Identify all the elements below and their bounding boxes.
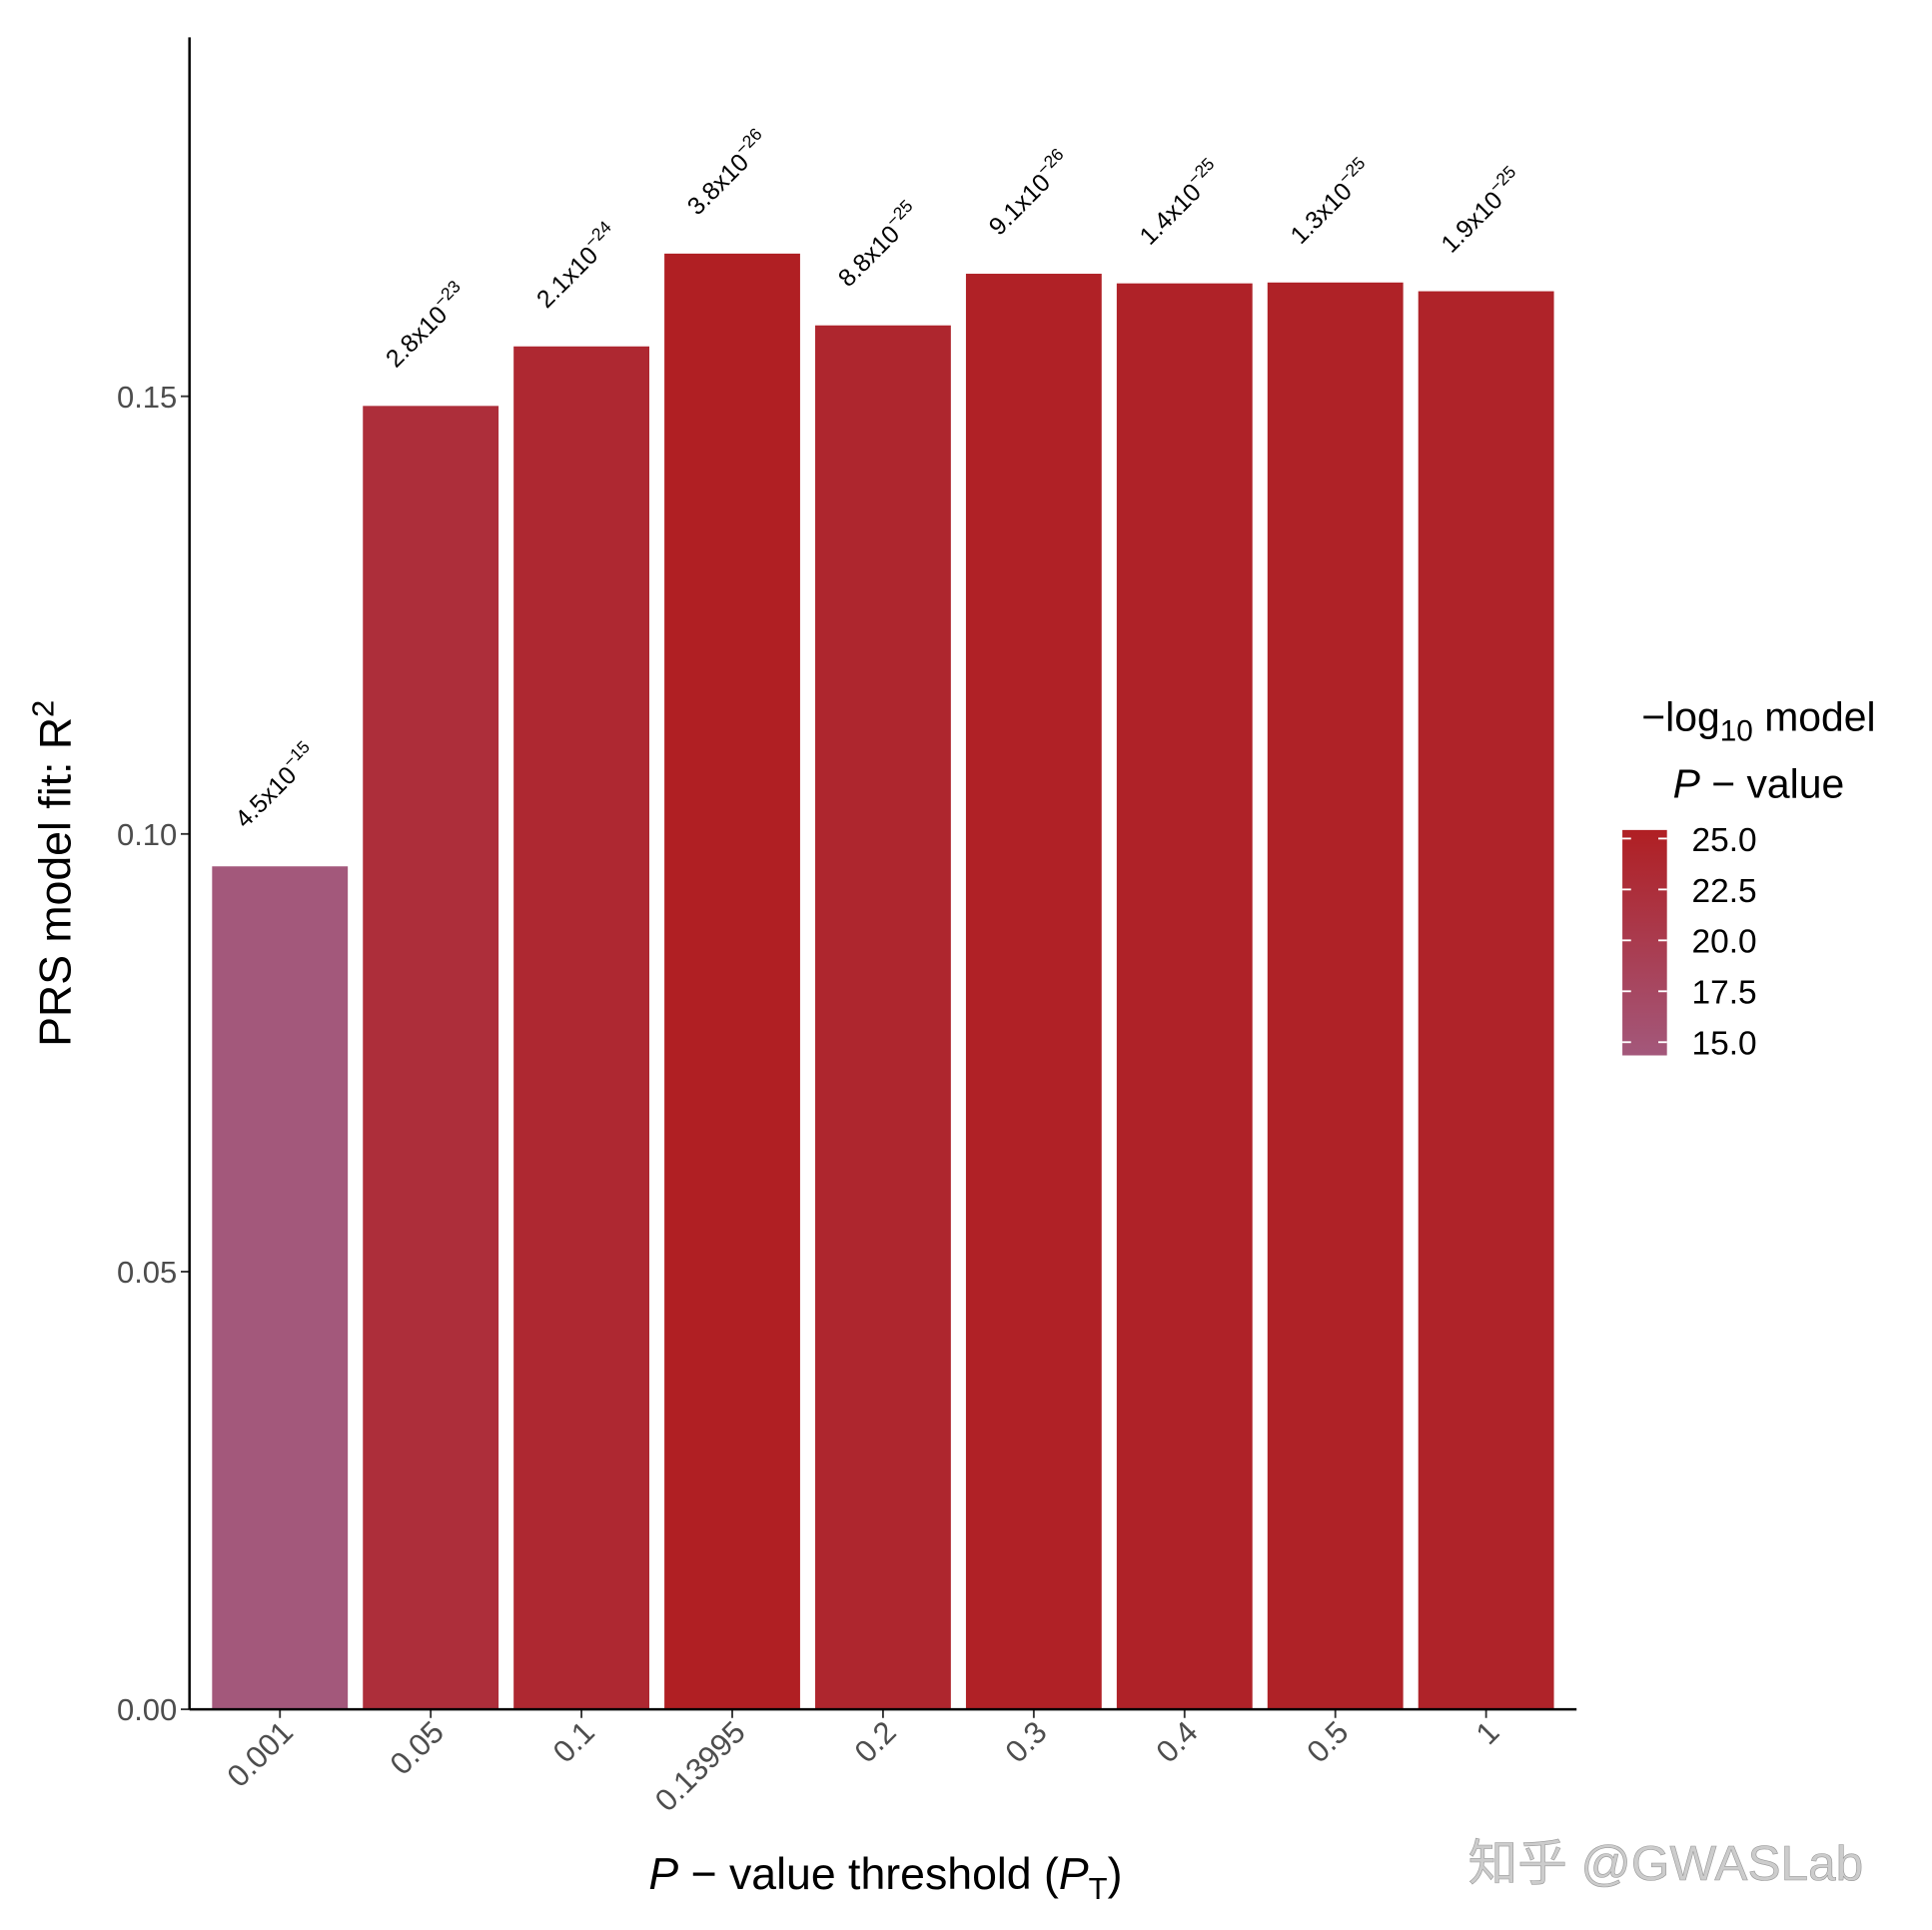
data-label-base: 3.8x10 [682,149,754,221]
data-label: 2.1x10−24 [527,217,624,314]
bar [212,866,349,1710]
bar [815,325,951,1710]
y-tick-label: 0.00 [117,1692,177,1727]
legend-title: P − value [1673,761,1845,807]
data-label: 8.8x10−25 [829,196,926,293]
data-label: 1.3x10−25 [1282,153,1379,250]
x-tick-label: 0.1 [546,1714,601,1769]
watermark: 知乎 @GWASLab [1468,1835,1864,1891]
data-label: 9.1x10−26 [980,144,1077,241]
bar [363,406,499,1710]
data-label: 1.4x10−25 [1131,154,1228,251]
x-tick-label: 0.3 [998,1714,1053,1769]
data-label-base: 9.1x10 [984,169,1056,241]
data-label: 4.5x10−15 [226,736,323,833]
x-tick-label: 0.05 [384,1714,451,1781]
data-label-base: 2.8x10 [382,302,454,374]
bar [965,274,1102,1710]
data-label-base: 4.5x10 [231,762,303,834]
colorbar-tick-label: 25.0 [1691,822,1756,859]
bar [1267,282,1404,1710]
colorbar-tick-label: 17.5 [1691,975,1756,1012]
x-tick-label: 1 [1469,1714,1506,1751]
data-label-base: 1.4x10 [1135,179,1207,251]
x-axis-label: P − value threshold (PT) [648,1850,1122,1906]
legend-title: −log10 model [1641,694,1875,748]
colorbar-tick-label: 15.0 [1691,1026,1756,1063]
y-tick-label: 0.10 [117,817,177,852]
data-label-base: 1.3x10 [1286,178,1358,250]
colorbar [1622,829,1667,1056]
y-tick-label: 0.15 [117,380,177,415]
x-tick-label: 0.4 [1149,1714,1204,1769]
x-tick-label: 0.2 [848,1714,903,1769]
data-label-base: 8.8x10 [833,221,905,293]
data-label: 2.8x10−23 [377,277,474,374]
x-tick-label: 0.001 [220,1714,300,1794]
y-axis-label: PRS model fit: R2 [25,700,80,1047]
y-tick-label: 0.05 [117,1255,177,1290]
bar [1116,283,1253,1710]
data-label-base: 2.1x10 [532,242,604,314]
colorbar-tick-label: 20.0 [1691,924,1756,961]
x-tick-label: 0.5 [1300,1714,1355,1769]
bar [1418,291,1554,1710]
data-label: 3.8x10−26 [678,124,775,221]
x-tick-label: 0.13995 [648,1714,752,1818]
data-label-base: 1.9x10 [1437,187,1508,259]
bar [513,346,650,1710]
data-label: 1.9x10−25 [1433,162,1529,259]
colorbar-tick-label: 22.5 [1691,873,1756,910]
bar [664,253,800,1710]
